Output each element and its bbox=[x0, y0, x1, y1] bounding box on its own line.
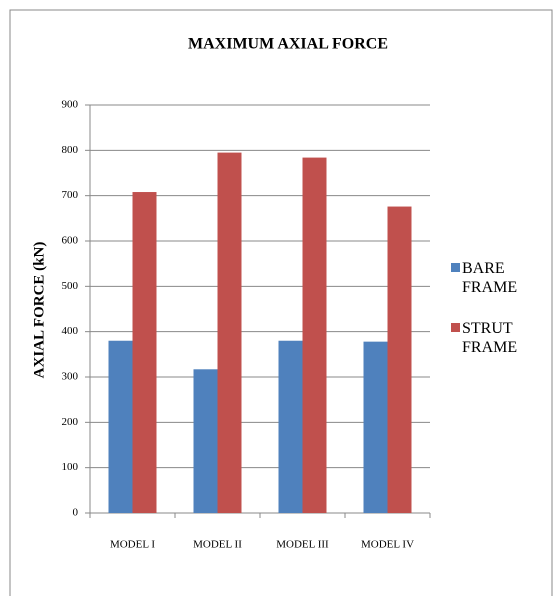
y-axis-label: AXIAL FORCE (kN) bbox=[31, 242, 47, 379]
x-tick-label: MODEL IV bbox=[361, 539, 414, 551]
bar bbox=[387, 206, 412, 513]
bar bbox=[363, 341, 388, 513]
y-tick-label: 700 bbox=[62, 189, 79, 201]
x-tick-label: MODEL III bbox=[276, 539, 329, 551]
y-tick-label: 400 bbox=[62, 325, 79, 337]
legend-label: BARE FRAME bbox=[462, 260, 518, 296]
bar bbox=[108, 340, 133, 513]
chart-title: MAXIMUM AXIAL FORCE bbox=[188, 36, 388, 53]
y-tick-label: 900 bbox=[62, 99, 79, 111]
x-tick-label: MODEL II bbox=[193, 539, 242, 551]
y-tick-label: 500 bbox=[62, 280, 79, 292]
y-tick-label: 200 bbox=[62, 416, 79, 428]
bar bbox=[302, 157, 327, 513]
y-tick-label: 800 bbox=[62, 144, 79, 156]
x-tick-label: MODEL I bbox=[110, 539, 155, 551]
bar bbox=[217, 152, 242, 513]
y-tick-label: 300 bbox=[62, 371, 79, 383]
y-tick-label: 0 bbox=[73, 507, 79, 519]
y-tick-label: 100 bbox=[62, 461, 79, 473]
legend-swatch bbox=[451, 323, 460, 332]
bar bbox=[278, 340, 303, 513]
legend-swatch bbox=[451, 263, 460, 272]
y-tick-label: 600 bbox=[62, 235, 79, 247]
bar bbox=[132, 192, 157, 514]
bar bbox=[193, 369, 218, 513]
legend-label: STRUT FRAME bbox=[462, 320, 518, 356]
